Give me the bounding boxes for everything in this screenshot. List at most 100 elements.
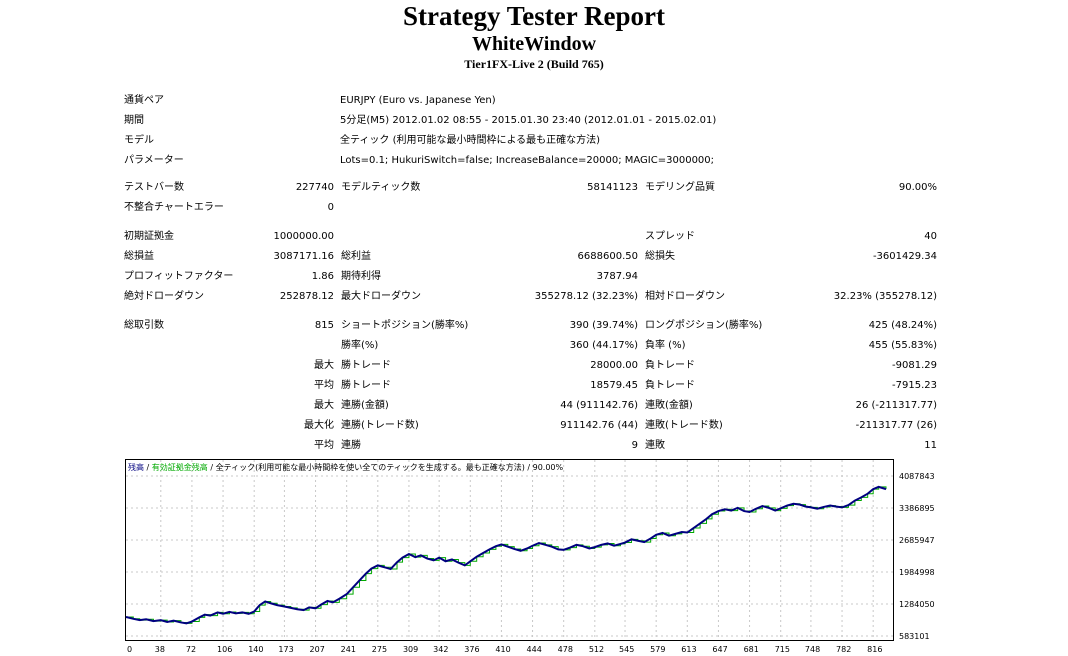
- params-label: パラメーター: [124, 155, 184, 166]
- x-tick-label: 748: [805, 645, 820, 654]
- x-tick-label: 342: [433, 645, 448, 654]
- balance-chart-svg: 0 38 72 106 140 173 207 241 275 309 342 376 410 444 47…: [125, 459, 935, 654]
- avg-win-value: 18579.45: [590, 380, 638, 391]
- x-tick-label: 444: [527, 645, 542, 654]
- x-tick-label: 241: [341, 645, 356, 654]
- long-positions-label: ロングポジション(勝率%): [645, 320, 763, 331]
- maximal-win-value: 911142.76 (44): [560, 420, 638, 431]
- x-tick-label: 309: [403, 645, 418, 654]
- x-tick-label: 681: [744, 645, 759, 654]
- x-tick-label: 140: [248, 645, 263, 654]
- y-tick-label: 1284050: [899, 600, 935, 609]
- deposit-label: 初期証拠金: [124, 231, 174, 242]
- params-value: Lots=0.1; HukuriSwitch=false; IncreaseBa…: [340, 155, 715, 166]
- avg-cons-loss-value: 11: [924, 440, 937, 451]
- model-value: 全ティック (利用可能な最小時間枠による最も正確な方法): [340, 135, 601, 146]
- max-cons-win-value: 44 (911142.76): [560, 400, 638, 411]
- avg-word-2: 平均: [314, 440, 334, 451]
- legend-model-text: 全ティック(利用可能な最小時間枠を使い全てのティックを生成する。最も正確な方法)…: [216, 462, 564, 472]
- rel-drawdown-label: 相対ドローダウン: [645, 291, 725, 302]
- avg-cons-win-value: 9: [631, 440, 638, 451]
- max-cons-loss-value: 26 (-211317.77): [855, 400, 937, 411]
- win-rate-label: 勝率(%): [341, 340, 379, 351]
- abs-drawdown-label: 絶対ドローダウン: [124, 291, 204, 302]
- loss-rate-label: 負率 (%): [645, 340, 686, 351]
- largest-loss-label: 負トレード: [645, 360, 695, 371]
- x-tick-label: 478: [558, 645, 573, 654]
- largest-win-label: 勝トレード: [341, 360, 391, 371]
- symbol-value: EURJPY (Euro vs. Japanese Yen): [340, 95, 496, 106]
- max-word-2: 最大: [314, 400, 334, 411]
- x-tick-label: 613: [681, 645, 696, 654]
- x-tick-label: 72: [186, 645, 196, 654]
- bars-value: 227740: [295, 182, 334, 193]
- short-positions-value: 390 (39.74%): [569, 320, 638, 331]
- total-trades-label: 総取引数: [124, 320, 164, 331]
- y-tick-label: 1984998: [899, 568, 935, 577]
- quality-value: 90.00%: [898, 182, 937, 193]
- x-tick-label: 782: [836, 645, 851, 654]
- x-tick-label: 816: [867, 645, 882, 654]
- largest-loss-value: -9081.29: [892, 360, 937, 371]
- max-cons-win-label: 連勝(金額): [341, 400, 389, 411]
- avg-word: 平均: [314, 380, 334, 391]
- max-word: 最大: [314, 360, 334, 371]
- total-trades-value: 815: [314, 320, 334, 331]
- maximal-loss-label: 連敗(トレード数): [645, 420, 723, 431]
- mismatch-value: 0: [327, 202, 334, 213]
- chart-legend: 残高 / 有効証拠金残高 / 全ティック(利用可能な最小時間枠を使い全てのティッ…: [128, 462, 564, 472]
- x-tick-label: 512: [589, 645, 604, 654]
- short-positions-label: ショートポジション(勝率%): [341, 320, 469, 331]
- x-tick-label: 715: [775, 645, 790, 654]
- expected-payoff-value: 3787.94: [596, 271, 638, 282]
- profit-factor-label: プロフィットファクター: [124, 271, 234, 282]
- maximize-word: 最大化: [304, 420, 334, 431]
- legend-separator-2: /: [208, 463, 216, 472]
- ea-name: WhiteWindow: [471, 33, 597, 55]
- ticks-label: モデルティック数: [341, 182, 421, 193]
- y-tick-label: 3386895: [899, 504, 935, 513]
- avg-loss-value: -7915.23: [892, 380, 937, 391]
- x-tick-label: 38: [155, 645, 165, 654]
- period-label: 期間: [124, 115, 144, 126]
- y-tick-label: 4087843: [899, 472, 935, 481]
- legend-separator-1: /: [144, 463, 152, 472]
- balance-line: [125, 485, 887, 625]
- abs-drawdown-value: 252878.12: [279, 291, 334, 302]
- mismatch-label: 不整合チャートエラー: [124, 202, 224, 213]
- x-tick-label: 376: [464, 645, 479, 654]
- avg-win-label: 勝トレード: [341, 380, 391, 391]
- gross-profit-value: 6688600.50: [577, 251, 638, 262]
- max-drawdown-label: 最大ドローダウン: [341, 291, 421, 302]
- plot-area: [125, 459, 894, 641]
- report-title: Strategy Tester Report: [403, 1, 665, 31]
- loss-rate-value: 455 (55.83%): [868, 340, 937, 351]
- gross-loss-label: 総損失: [645, 251, 675, 262]
- ticks-value: 58141123: [587, 182, 638, 193]
- max-cons-loss-label: 連敗(金額): [645, 400, 693, 411]
- y-tick-label: 583101: [899, 632, 930, 641]
- spread-label: スプレッド: [645, 231, 695, 242]
- gross-loss-value: -3601429.34: [872, 251, 937, 262]
- legend-equity: 有効証拠金残高: [152, 462, 208, 472]
- y-tick-label: 2685947: [899, 536, 935, 545]
- x-tick-label: 106: [217, 645, 232, 654]
- maximal-win-label: 連勝(トレード数): [341, 420, 419, 431]
- largest-win-value: 28000.00: [590, 360, 638, 371]
- x-tick-label: 207: [310, 645, 325, 654]
- win-rate-value: 360 (44.17%): [569, 340, 638, 351]
- profit-factor-value: 1.86: [311, 271, 334, 282]
- avg-cons-win-label: 連勝: [341, 440, 361, 451]
- bars-label: テストバー数: [124, 182, 184, 193]
- legend-balance: 残高: [128, 462, 144, 472]
- expected-payoff-label: 期待利得: [341, 271, 381, 282]
- x-tick-label: 579: [650, 645, 665, 654]
- avg-cons-loss-label: 連敗: [645, 440, 665, 451]
- max-drawdown-value: 355278.12 (32.23%): [534, 291, 638, 302]
- x-tick-label: 410: [495, 645, 510, 654]
- net-profit-label: 総損益: [124, 251, 154, 262]
- period-value: 5分足(M5) 2012.01.02 08:55 - 2015.01.30 23…: [340, 115, 717, 126]
- net-profit-value: 3087171.16: [273, 251, 334, 262]
- x-tick-label: 545: [619, 645, 634, 654]
- x-tick-label: 275: [372, 645, 387, 654]
